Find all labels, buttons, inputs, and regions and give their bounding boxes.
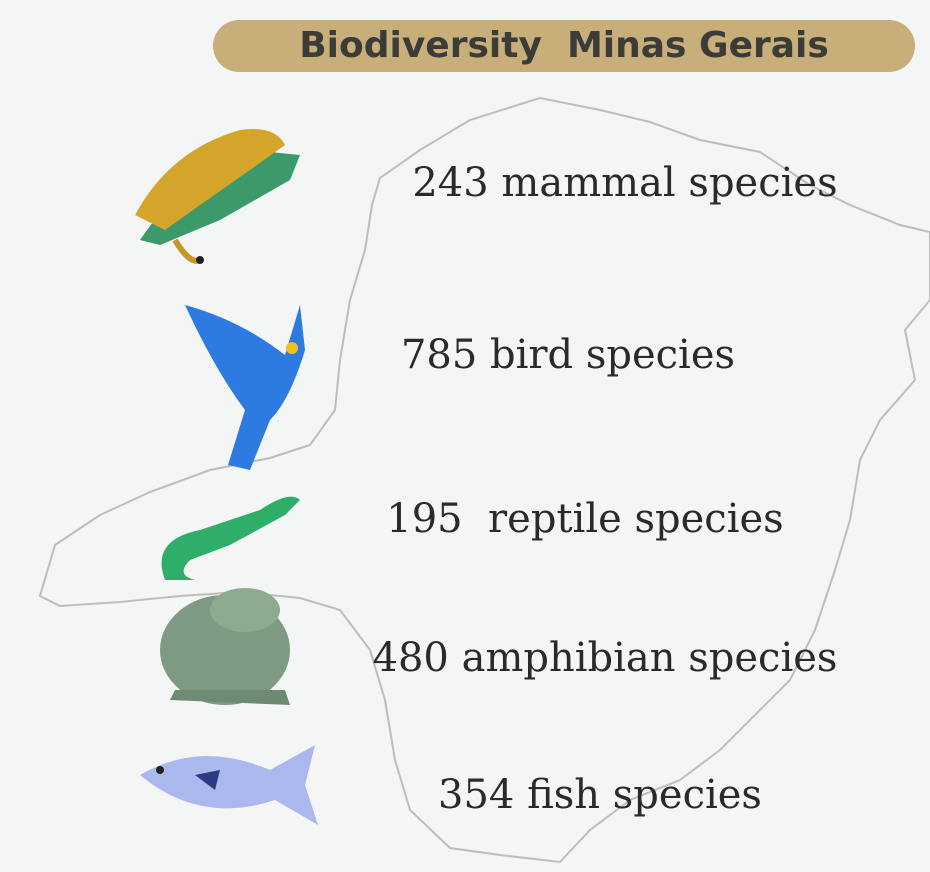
amphibian-label: 480 amphibian species: [373, 635, 838, 681]
reptile-label: 195 reptile species: [386, 496, 783, 542]
fish-icon: [140, 745, 318, 825]
title: Biodiversity Minas Gerais: [299, 25, 829, 66]
lizard-icon: [161, 496, 300, 580]
bird-label: 785 bird species: [401, 332, 735, 378]
frog-icon: [160, 588, 290, 705]
mammal-label: 243 mammal species: [412, 160, 837, 206]
jaguar-icon: [135, 129, 300, 264]
fish-label: 354 fish species: [438, 772, 762, 818]
parrot-icon: [185, 305, 305, 470]
state-outline: [38, 96, 930, 864]
title-pill: [213, 20, 915, 72]
